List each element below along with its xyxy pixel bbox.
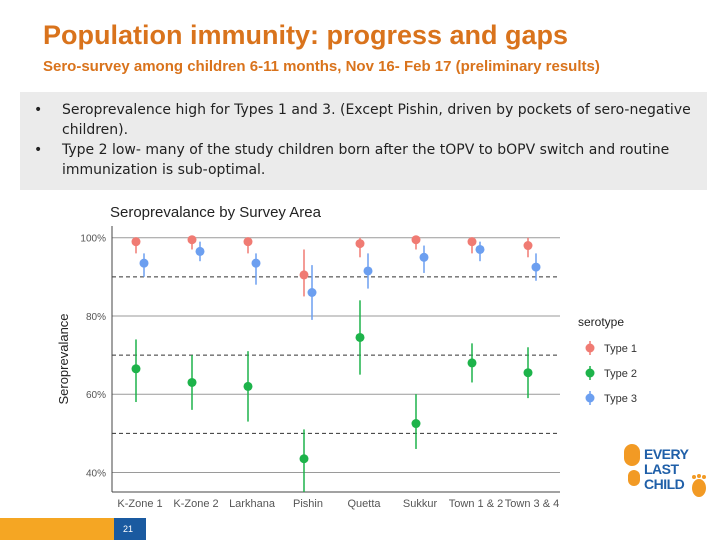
bottom-bar-orange [0, 518, 114, 540]
bullet-text: Seroprevalence high for Types 1 and 3. (… [62, 102, 691, 138]
logo-line: CHILD [644, 476, 685, 492]
chart-svg: 40% 60% 80% 100% Seroprevalance K-Zone 1 K-Zon… [56, 226, 637, 510]
data-point [531, 262, 541, 272]
slide-title: Population immunity: progress and gaps [43, 20, 569, 50]
legend-label: Type 2 [604, 368, 637, 380]
legend-title: serotype [578, 315, 624, 329]
data-point [467, 358, 477, 368]
data-point [243, 237, 253, 247]
bullet-item: • Seroprevalence high for Types 1 and 3.… [26, 100, 699, 140]
bullet-box: • Seroprevalence high for Types 1 and 3.… [20, 92, 707, 190]
data-point [195, 246, 205, 256]
x-tick-label: Quetta [347, 498, 381, 510]
slide-subtitle: Sero-survey among children 6-11 months, … [43, 58, 600, 75]
logo-line: EVERY [644, 446, 689, 462]
logo-text: EVERY LAST CHILD [644, 446, 689, 492]
logo-footprint-icon [624, 444, 706, 497]
bullet-dot: • [34, 142, 43, 158]
data-point [363, 266, 373, 276]
y-tick-label: 60% [86, 390, 106, 401]
every-last-child-logo: EVERY LAST CHILD [622, 442, 710, 500]
data-point [419, 252, 429, 262]
bullet-dot: • [34, 102, 43, 118]
x-tick-label: Town 3 & 4 [505, 498, 559, 510]
data-point [355, 239, 365, 249]
x-tick-label: Sukkur [403, 498, 438, 510]
data-point [411, 235, 421, 245]
data-point [187, 235, 197, 245]
y-tick-label: 100% [80, 234, 106, 245]
bullet-item: • Type 2 low- many of the study children… [26, 140, 699, 180]
data-point [251, 258, 261, 268]
x-tick-label: Pishin [293, 498, 323, 510]
data-point [299, 454, 309, 464]
data-point [411, 419, 421, 429]
data-point [307, 288, 317, 297]
x-tick-label: K-Zone 2 [173, 498, 218, 510]
data-point [475, 244, 485, 254]
legend-label: Type 1 [604, 343, 637, 355]
y-tick-label: 80% [86, 312, 106, 323]
x-tick-label: Larkhana [229, 498, 276, 510]
data-point [355, 332, 365, 342]
y-axis-label: Seroprevalance [56, 313, 71, 404]
data-point [523, 241, 533, 251]
legend-label: Type 3 [604, 393, 637, 405]
data-point [467, 237, 477, 247]
chart-title: Seroprevalance by Survey Area [110, 204, 321, 221]
page-number: 21 [123, 524, 134, 534]
y-tick-label: 40% [86, 468, 106, 479]
data-point [139, 258, 149, 268]
data-point [131, 364, 141, 374]
logo-line: LAST [644, 461, 679, 477]
data-point [299, 270, 309, 280]
x-tick-label: Town 1 & 2 [449, 498, 503, 510]
data-point [187, 377, 197, 387]
data-point [523, 368, 533, 378]
bottom-bar-blue [114, 518, 146, 540]
bottom-bar [0, 518, 720, 540]
data-point [243, 381, 253, 391]
chart-container: Seroprevalance by Survey Area 40% 60% 80% 1… [50, 196, 690, 516]
bullet-text: Type 2 low- many of the study children b… [62, 142, 670, 178]
x-tick-label: K-Zone 1 [117, 498, 162, 510]
data-point [131, 237, 141, 247]
